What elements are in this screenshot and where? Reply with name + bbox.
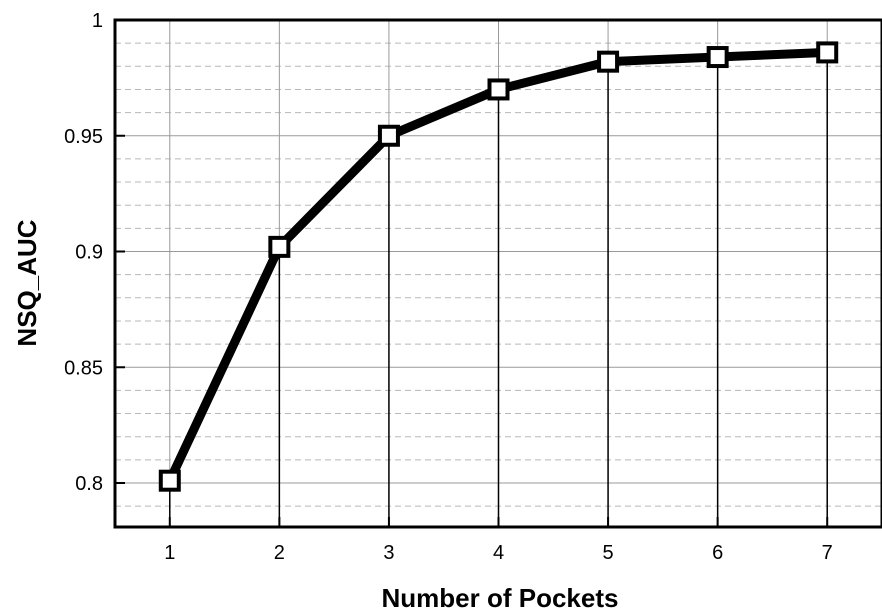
y-tick-label: 0.85 bbox=[64, 357, 103, 379]
x-axis-ticks: 1 2 3 4 5 6 7 bbox=[164, 517, 833, 564]
y-tick-label: 0.95 bbox=[64, 126, 103, 148]
x-tick-label: 2 bbox=[274, 542, 285, 564]
data-point-marker bbox=[268, 235, 291, 258]
x-tick-label: 1 bbox=[164, 542, 175, 564]
x-tick-label: 6 bbox=[712, 542, 723, 564]
x-tick-label: 7 bbox=[822, 542, 833, 564]
y-tick-label: 1 bbox=[92, 10, 103, 32]
data-point-marker bbox=[706, 46, 729, 69]
y-axis-ticks: 0.8 0.85 0.9 0.95 1 bbox=[64, 10, 125, 495]
data-point-marker bbox=[487, 78, 510, 101]
x-tick-label: 5 bbox=[603, 542, 614, 564]
data-point-marker bbox=[158, 469, 181, 492]
x-axis-title: Number of Pockets bbox=[382, 583, 619, 610]
y-tick-label: 0.9 bbox=[75, 242, 103, 264]
x-tick-label: 4 bbox=[493, 542, 504, 564]
data-point-marker bbox=[816, 41, 839, 64]
y-axis-title: NSQ_AUC bbox=[12, 219, 42, 346]
data-markers bbox=[158, 41, 839, 492]
drop-lines bbox=[169, 52, 828, 527]
y-tick-label: 0.8 bbox=[75, 473, 103, 495]
x-tick-label: 3 bbox=[383, 542, 394, 564]
data-point-marker bbox=[597, 50, 620, 73]
data-point-marker bbox=[377, 124, 400, 147]
